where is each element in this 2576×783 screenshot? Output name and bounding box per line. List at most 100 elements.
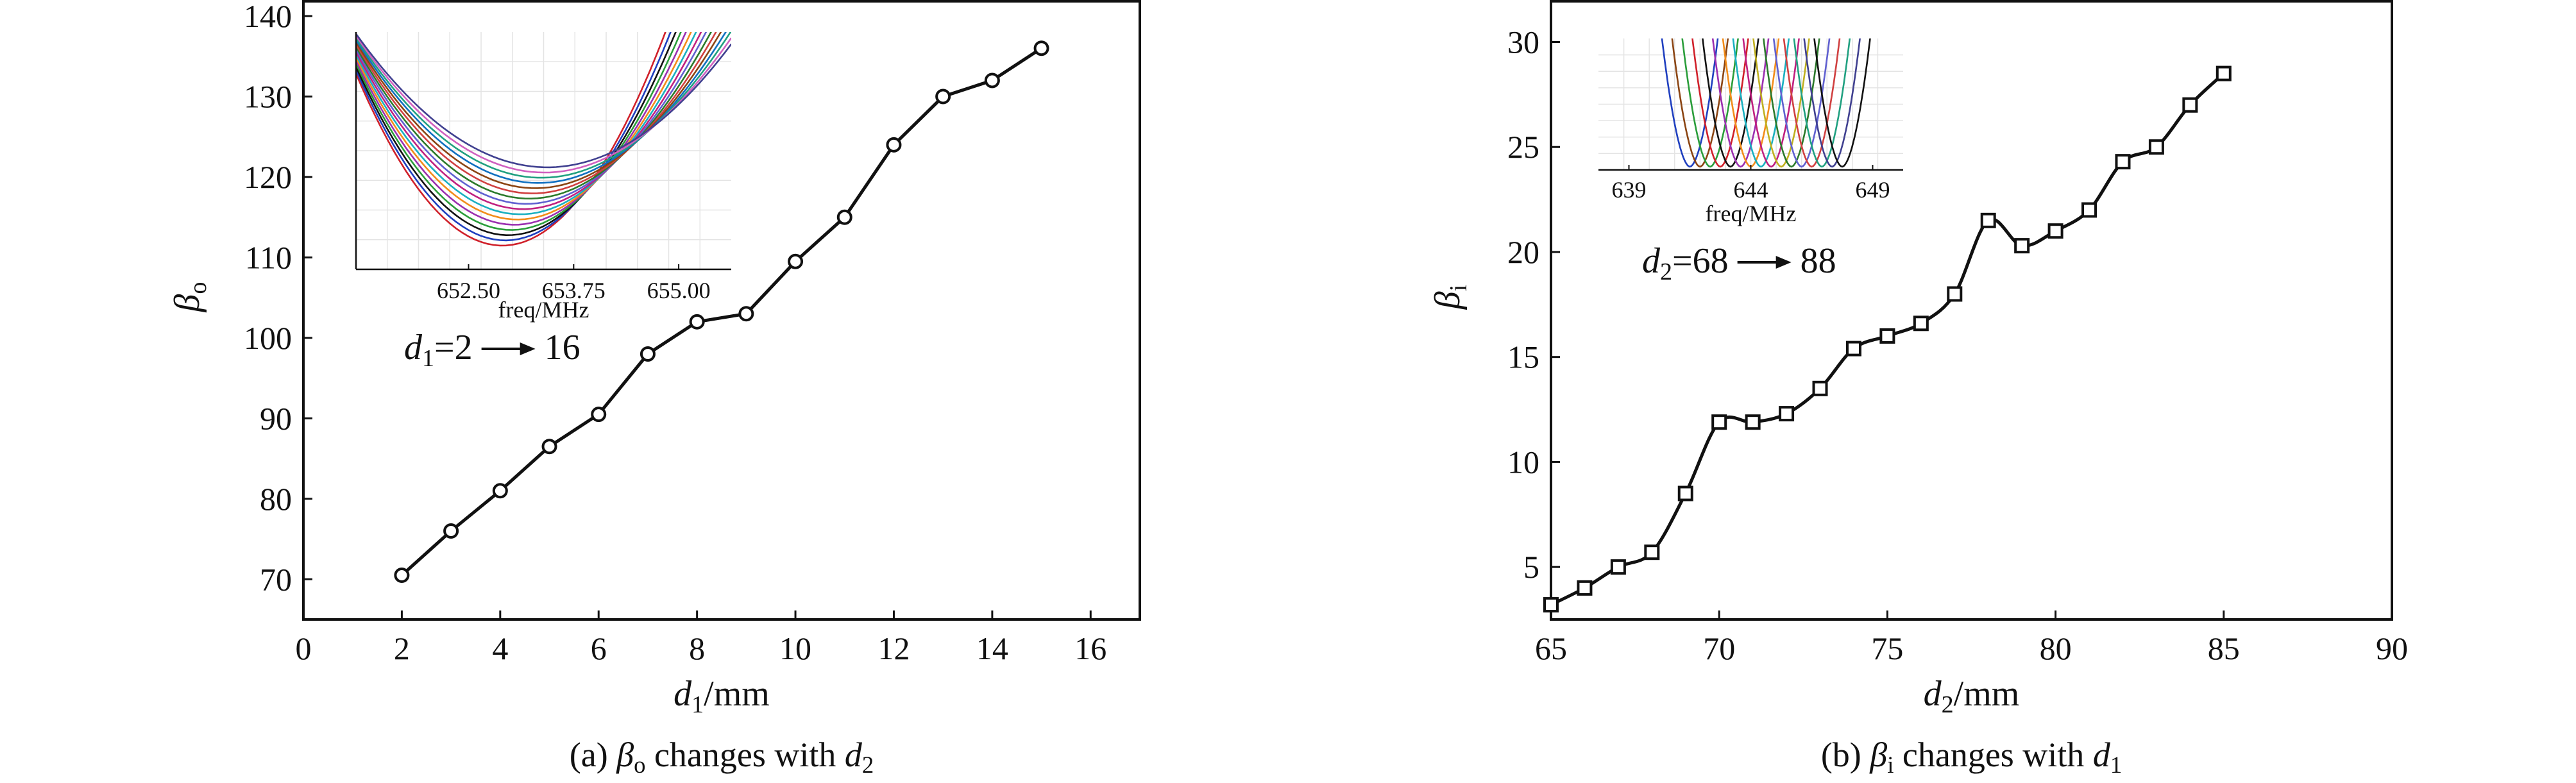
panel-caption: (b) βi changes with d1: [1821, 736, 2122, 778]
inset-curve: [1772, 38, 1831, 168]
data-point: [788, 253, 804, 269]
plot-frame: [302, 0, 1141, 621]
y-axis-label-symbol: β: [167, 294, 207, 312]
y-tick-label: 100: [244, 320, 292, 356]
plot-frame: [1550, 0, 2393, 621]
data-point: [935, 88, 951, 105]
inset-curves: [1661, 38, 1871, 168]
series-line: [400, 47, 1042, 577]
y-tick-label: 30: [1507, 24, 1539, 60]
inset-curve: [1783, 38, 1841, 168]
inset-x-label: freq/MHz: [1706, 201, 1797, 226]
data-point: [1947, 286, 1963, 302]
inset-curve: [1732, 38, 1790, 168]
inset-curve: [356, 32, 666, 247]
inset-tick-label: 644: [1734, 177, 1768, 203]
inset-x-label: freq/MHz: [498, 297, 589, 323]
inset-annotation-subscript: 1: [422, 345, 434, 372]
inset-curve: [1702, 38, 1759, 168]
inset-curve: [1763, 38, 1820, 168]
data-point: [541, 439, 557, 455]
x-axis-label: d2/mm: [1924, 674, 2020, 718]
data-point: [984, 72, 1000, 88]
data-point: [1879, 328, 1895, 344]
inset-curve: [356, 32, 672, 242]
x-tick-label: 0: [296, 630, 312, 666]
x-tick-label: 4: [492, 630, 508, 666]
x-tick-label: 14: [976, 630, 1008, 666]
y-tick-label: 10: [1507, 444, 1539, 480]
x-tick-label: 2: [394, 630, 410, 666]
x-tick-label: 16: [1074, 630, 1106, 666]
panel-caption-symbol-3: d: [845, 736, 863, 774]
data-point: [2115, 154, 2131, 170]
data-point: [2081, 202, 2097, 218]
inset-curve: [356, 32, 677, 237]
inset-curve: [1681, 38, 1739, 168]
y-tick-label: 110: [245, 239, 292, 275]
y-tick-label: 20: [1507, 234, 1539, 270]
data-point: [2148, 139, 2164, 155]
inset-curve: [1691, 38, 1749, 168]
inset-tick-label: 639: [1612, 177, 1647, 203]
x-tick-label: 65: [1535, 630, 1567, 666]
inset-annotation: d2=68: [1642, 241, 1729, 285]
inset-annotation-end: 16: [545, 328, 580, 367]
inset-curve: [356, 32, 727, 184]
data-point: [2182, 97, 2198, 113]
inset-annotation: d1=2: [404, 328, 473, 372]
data-point: [1812, 380, 1828, 396]
data-point: [2216, 65, 2232, 81]
inset-annotation-end: 88: [1801, 241, 1836, 281]
x-tick-label: 80: [2040, 630, 2072, 666]
inset-curve: [356, 32, 712, 200]
y-tick-label: 15: [1507, 339, 1539, 375]
inset-curve: [1742, 38, 1800, 168]
inset-curve: [356, 33, 731, 169]
inset-annotation-subscript: 2: [1660, 258, 1672, 285]
panel-caption-symbol-3: d: [2093, 736, 2111, 774]
inset-curve: [356, 32, 697, 215]
x-axis-label-symbol: d: [674, 674, 692, 714]
data-point: [689, 314, 705, 330]
panel-caption-text-0: (a): [570, 736, 616, 774]
inset-curve: [356, 32, 692, 221]
panel-caption-subscript-1: i: [1887, 752, 1894, 778]
y-tick-label: 25: [1507, 129, 1539, 165]
y-tick-label: 5: [1523, 549, 1539, 585]
y-tick-label: 90: [260, 400, 292, 436]
inset-annotation-symbol: d: [1642, 241, 1661, 281]
inset-curve: [1671, 38, 1729, 168]
inset-curve: [1803, 38, 1861, 168]
y-axis-label: βo: [167, 282, 212, 313]
x-tick-label: 70: [1703, 630, 1735, 666]
panel-caption-subscript-3: 1: [2110, 752, 2122, 778]
inset-annotation-symbol: d: [404, 328, 423, 367]
x-tick-label: 10: [779, 630, 811, 666]
y-tick-label: 130: [244, 79, 292, 115]
y-tick-label: 120: [244, 159, 292, 195]
inset-annotation-rest: =2: [434, 328, 473, 367]
data-point: [2014, 238, 2030, 254]
inset-curve: [356, 32, 717, 194]
x-axis-label-subscript: 2: [1942, 691, 1954, 718]
panel-caption: (a) βo changes with d2: [570, 736, 874, 778]
y-tick-label: 80: [260, 481, 292, 517]
inset-curve: [1661, 38, 1719, 168]
data-point: [640, 346, 656, 362]
data-point: [1745, 414, 1761, 430]
panel-caption-text-2: changes with: [1894, 736, 2092, 774]
x-axis-label-rest: /mm: [1954, 674, 2020, 714]
inset-curve: [1793, 38, 1851, 168]
y-axis-label-subscript: o: [185, 282, 212, 294]
x-axis-label: d1/mm: [674, 674, 770, 718]
inset-curve: [356, 32, 682, 231]
inset-curve: [1711, 38, 1770, 168]
data-point: [886, 137, 902, 153]
x-axis-label-rest: /mm: [704, 674, 770, 714]
data-point: [1610, 559, 1626, 575]
data-point: [1543, 597, 1559, 613]
y-tick-label: 70: [260, 561, 292, 597]
